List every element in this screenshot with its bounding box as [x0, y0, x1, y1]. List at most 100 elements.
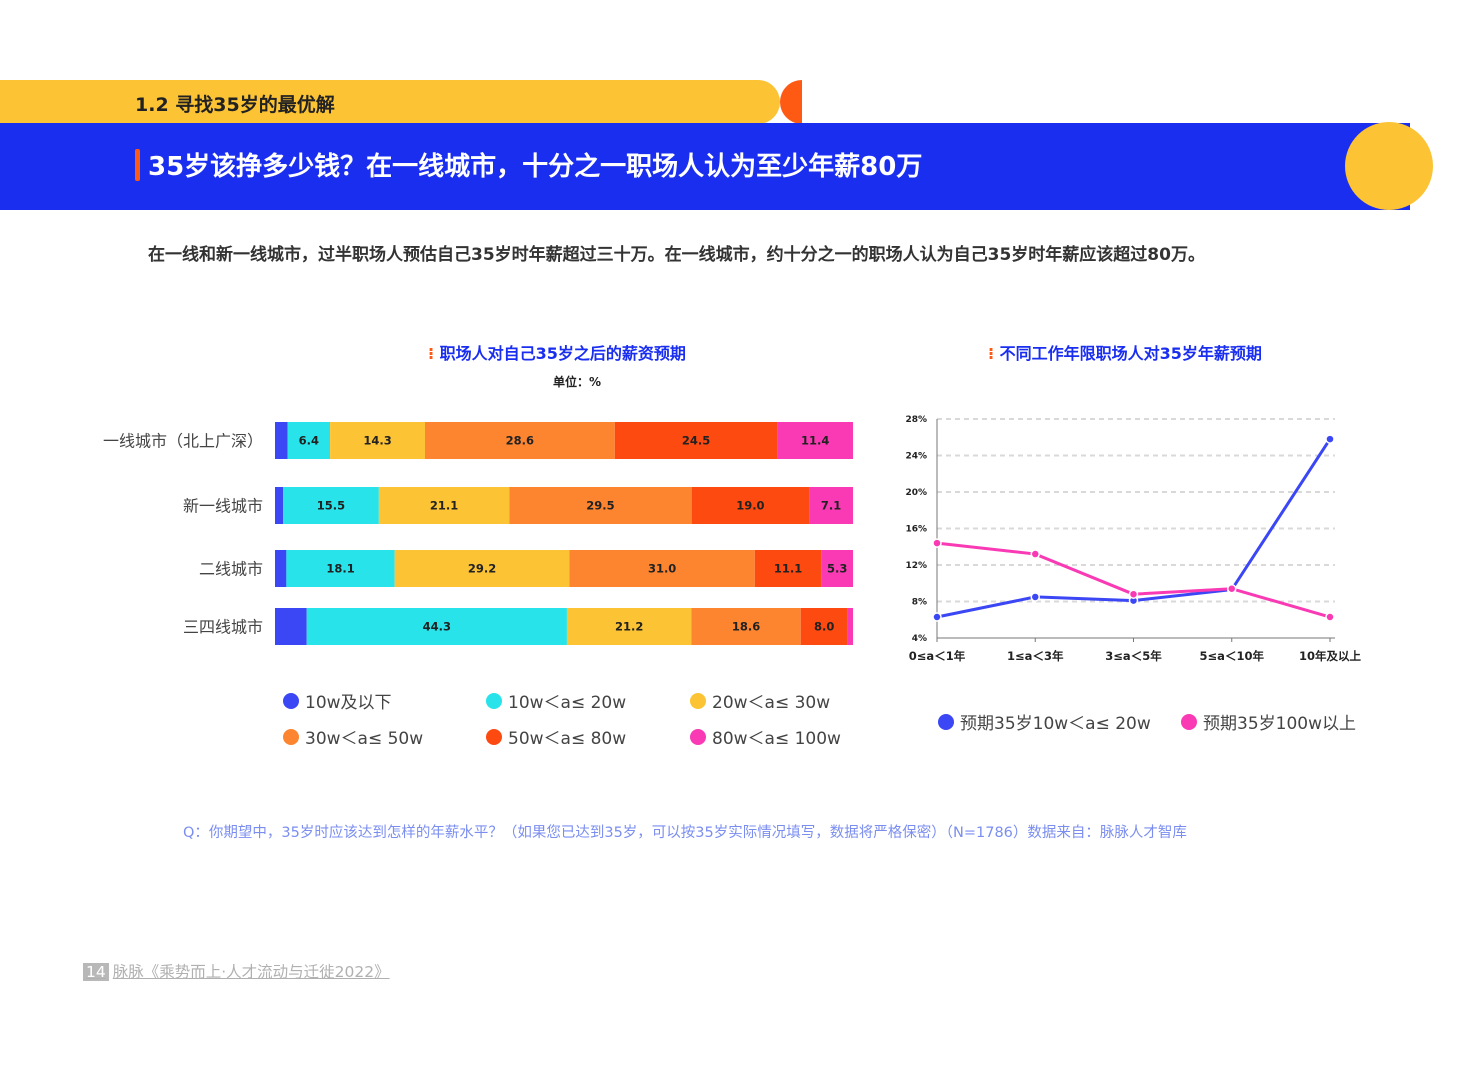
legend-item: 预期35岁10w＜a≤ 20w: [938, 709, 1151, 734]
footer: 14 脉脉《乘势而上·人才流动与迁徙2022》: [83, 960, 390, 982]
data-point: [1325, 434, 1335, 444]
data-label: 6.4: [299, 434, 319, 448]
data-label: 31.0: [648, 562, 676, 576]
data-label: 24.5: [682, 434, 710, 448]
x-tick-label: 0≤a＜1年: [909, 649, 966, 663]
page-subtitle: 在一线和新一线城市，过半职场人预估自己35岁时年薪超过三十万。在一线城市，约十分…: [148, 245, 1205, 265]
category-label: 一线城市（北上广深）: [103, 432, 263, 451]
data-point: [1030, 592, 1040, 602]
yellow-circle-decoration: [1345, 122, 1433, 210]
legend-item: 50w＜a≤ 80w: [486, 724, 626, 749]
legend-item: 10w及以下: [283, 688, 392, 713]
data-point: [932, 612, 942, 622]
legend-dot-icon: [283, 692, 299, 709]
line-chart-title: 不同工作年限职场人对35岁年薪预期: [999, 344, 1262, 363]
bar-segment: [424, 422, 615, 459]
line-chart: 4% 8% 12% 16% 20% 24% 28% 0≤a＜1年 1≤a＜3年 3≤a＜5年 5≤a…: [905, 415, 1361, 663]
header-accent-bar: [135, 149, 140, 181]
bar-chart-title-wrap: ⁝ 职场人对自己35岁之后的薪资预期: [428, 340, 686, 364]
bar-segment: [614, 422, 778, 459]
legend-dot-icon: [938, 713, 954, 730]
y-tick-label: 24%: [905, 452, 927, 462]
data-point: [1030, 549, 1040, 559]
page-number: 14: [83, 963, 109, 981]
footer-text: 脉脉《乘势而上·人才流动与迁徙2022》: [112, 963, 390, 981]
bar-segment: [809, 487, 853, 524]
legend-dot-icon: [486, 692, 502, 709]
data-point: [1325, 612, 1335, 622]
legend-label: 50w＜a≤ 80w: [508, 729, 627, 749]
bar-segment: [509, 487, 692, 524]
legend-dot-icon: [690, 692, 706, 709]
y-tick-label: 8%: [912, 598, 927, 608]
y-tick-label: 28%: [905, 415, 927, 425]
legend-label: 预期35岁10w＜a≤ 20w: [960, 714, 1151, 734]
bar-segment: [847, 608, 853, 645]
bar-segment: [286, 550, 395, 587]
bar-segment: [691, 487, 810, 524]
legend-item: 30w＜a≤ 50w: [283, 724, 423, 749]
section-band: [0, 80, 780, 124]
data-label: 19.0: [736, 499, 764, 513]
legend-dot-icon: [690, 728, 706, 745]
bar-chart-unit: 单位：%: [553, 375, 602, 389]
bar-segment: [378, 487, 510, 524]
bar-segment: [275, 608, 307, 645]
bar-segment: [287, 422, 331, 459]
category-label: 新一线城市: [183, 497, 263, 516]
bar-segment: [754, 550, 822, 587]
survey-question-note: Q：你期望中，35岁时应该达到怎样的年薪水平？（如果您已达到35岁，可以按35岁…: [183, 825, 1187, 841]
bar-segment: [275, 550, 287, 587]
line-chart-title-wrap: ⁝ 不同工作年限职场人对35岁年薪预期: [988, 340, 1262, 364]
bar-segment: [566, 608, 692, 645]
data-point: [932, 538, 942, 548]
data-label: 44.3: [423, 620, 451, 634]
data-label: 11.4: [801, 434, 829, 448]
x-tick-label: 1≤a＜3年: [1007, 649, 1064, 663]
bar-segment: [330, 422, 425, 459]
legend-label: 10w及以下: [305, 693, 392, 713]
data-label: 29.5: [586, 499, 614, 513]
bar-segment: [691, 608, 801, 645]
legend-dot-icon: [486, 728, 502, 745]
x-tick-label: 3≤a＜5年: [1105, 649, 1162, 663]
section-title: 1.2 寻找35岁的最优解: [135, 94, 335, 116]
bar-segment: [275, 422, 288, 459]
legend-label: 预期35岁100w以上: [1203, 714, 1356, 734]
header-band: [0, 123, 1410, 210]
legend-item: 预期35岁100w以上: [1181, 709, 1356, 734]
data-label: 11.1: [774, 562, 802, 576]
data-label: 15.5: [317, 499, 345, 513]
legend-dot-icon: [1181, 713, 1197, 730]
bar-segment: [569, 550, 755, 587]
x-tick-label: 5≤a＜10年: [1200, 649, 1265, 663]
legend-dot-icon: [283, 728, 299, 745]
y-tick-label: 12%: [905, 561, 927, 571]
data-label: 21.2: [615, 620, 643, 634]
bar-segment: [777, 422, 853, 459]
data-label: 21.1: [430, 499, 458, 513]
bar-segment: [283, 487, 379, 524]
category-label: 三四线城市: [183, 618, 263, 637]
data-label: 8.0: [814, 620, 834, 634]
legend-label: 80w＜a≤ 100w: [712, 729, 841, 749]
legend-item: 80w＜a≤ 100w: [690, 724, 841, 749]
bullet-icon: ⁝: [428, 344, 435, 363]
legend-label: 30w＜a≤ 50w: [305, 729, 424, 749]
bar-segment: [394, 550, 570, 587]
legend-label: 20w＜a≤ 30w: [712, 693, 831, 713]
data-label: 18.1: [326, 562, 354, 576]
data-label: 7.1: [821, 499, 841, 513]
data-label: 5.3: [827, 562, 847, 576]
page-title: 35岁该挣多少钱？在一线城市，十分之一职场人认为至少年薪80万: [148, 152, 923, 182]
bar-segment: [275, 487, 284, 524]
y-tick-label: 20%: [905, 488, 927, 498]
data-label: 28.6: [506, 434, 534, 448]
legend-item: 20w＜a≤ 30w: [690, 688, 830, 713]
data-label: 14.3: [363, 434, 391, 448]
y-tick-label: 16%: [905, 525, 927, 535]
data-label: 18.6: [732, 620, 760, 634]
orange-half-circle: [780, 80, 802, 124]
data-point: [1227, 583, 1237, 594]
bar-segment: [821, 550, 853, 587]
